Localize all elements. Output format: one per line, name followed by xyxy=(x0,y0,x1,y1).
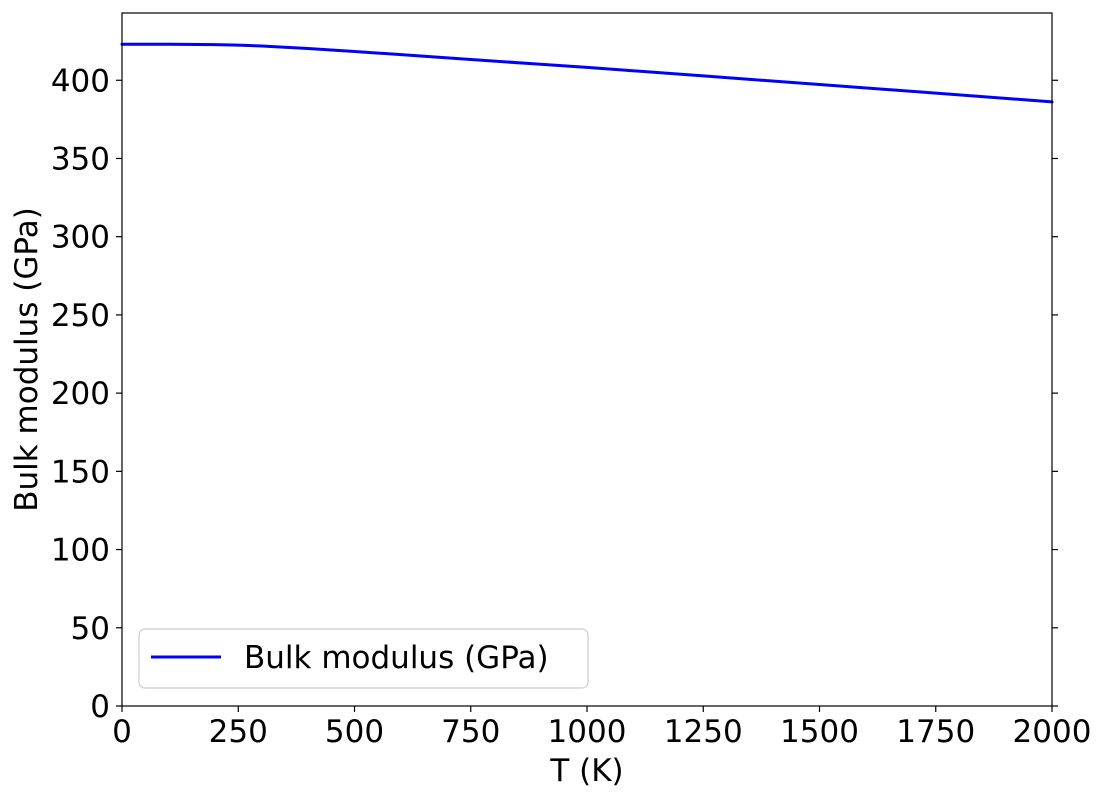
legend-box xyxy=(138,628,589,689)
ticks-layer: 0 250 500 750 1000 1250 1500 1750 2000 0 50 100 150 2… xyxy=(51,63,1092,750)
x-tick-label: 250 xyxy=(209,714,268,750)
x-tick-label: 1500 xyxy=(780,714,859,750)
legend: Bulk modulus (GPa) xyxy=(138,628,589,689)
y-tick-label: 0 xyxy=(90,689,110,725)
y-tick-label: 350 xyxy=(51,141,110,177)
y-tick-label: 400 xyxy=(51,63,110,99)
series-layer xyxy=(120,42,1054,104)
series-line-0 xyxy=(120,42,1054,104)
y-tick-label: 150 xyxy=(51,454,110,490)
y-axis-label: Bulk modulus (GPa) xyxy=(9,207,45,512)
x-tick-label: 1750 xyxy=(896,714,975,750)
x-axis-label: T (K) xyxy=(549,753,623,789)
y-tick-label: 100 xyxy=(51,533,110,569)
x-tick-label: 1000 xyxy=(548,714,627,750)
y-tick-label: 200 xyxy=(51,376,110,412)
x-tick-label: 500 xyxy=(325,714,384,750)
plot-area xyxy=(122,13,1052,706)
legend-label: Bulk modulus (GPa) xyxy=(244,640,549,676)
x-tick-label: 1250 xyxy=(664,714,743,750)
x-tick-label: 2000 xyxy=(1013,714,1092,750)
plot-frame xyxy=(121,12,1053,707)
y-tick-label: 50 xyxy=(71,611,110,647)
y-tick-label: 250 xyxy=(51,298,110,334)
y-tick-label: 300 xyxy=(51,220,110,256)
x-tick-label: 750 xyxy=(441,714,500,750)
x-tick-label: 0 xyxy=(112,714,132,750)
